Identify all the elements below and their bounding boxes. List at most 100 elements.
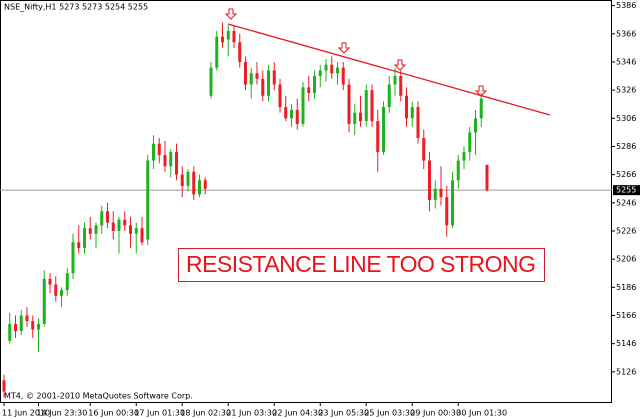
candle-body — [422, 138, 426, 161]
y-tick-label: 5146 — [616, 339, 636, 348]
candle-body — [198, 180, 201, 195]
candle-body — [347, 84, 351, 124]
y-tick-label: 5326 — [616, 86, 636, 95]
candle-body — [83, 228, 86, 248]
y-tick-label: 5346 — [616, 57, 636, 66]
candle-body — [364, 90, 368, 122]
candle-body — [428, 160, 431, 200]
candle-body — [192, 171, 196, 195]
y-tick-label: 5306 — [616, 114, 636, 123]
annotation-box — [178, 248, 545, 282]
candle-body — [382, 107, 385, 153]
x-tick-label: 22 Jun 04:30 — [272, 409, 323, 418]
candle-body — [123, 219, 127, 226]
candle-body — [232, 30, 236, 43]
candle-body — [226, 30, 230, 40]
candle-body — [405, 95, 408, 119]
x-tick-label: 11 Jun 2010 — [2, 409, 50, 418]
candle-body — [71, 242, 75, 274]
candle-body — [272, 70, 276, 85]
candle-body — [370, 90, 374, 122]
y-tick-label: 5366 — [616, 29, 636, 38]
candle-body — [474, 118, 477, 133]
candle-body — [255, 73, 259, 79]
plot-frame — [0, 0, 612, 403]
y-tick-label: 5286 — [616, 142, 636, 151]
candle-body — [2, 380, 6, 392]
candle-body — [267, 70, 270, 96]
arrow — [474, 85, 488, 97]
arrow — [393, 59, 407, 71]
candle-body — [42, 278, 46, 324]
y-tick-label: 5186 — [616, 283, 636, 292]
x-tick-label: 21 Jun 03:30 — [226, 409, 277, 418]
candle-body — [31, 321, 35, 330]
arrow — [337, 42, 351, 54]
candle-body — [106, 211, 109, 223]
candle-body — [238, 42, 242, 62]
candle-body — [301, 87, 305, 124]
candle-body — [54, 284, 58, 296]
candle-body — [451, 180, 454, 226]
candle-body — [387, 84, 391, 108]
candle-body — [175, 152, 178, 175]
candle-body — [376, 121, 380, 153]
candle-body — [393, 76, 397, 85]
annotation: RESISTANCE LINE TOO STRONG — [186, 251, 536, 277]
candle-body — [19, 315, 23, 331]
candle-body — [88, 228, 92, 234]
candle-body — [330, 64, 334, 74]
candle-body — [221, 36, 224, 43]
candle-body — [318, 70, 322, 77]
candle-body — [416, 107, 420, 139]
x-tick-label: 16 Jun 00:30 — [88, 409, 139, 418]
candle-body — [100, 211, 104, 226]
last-price-label: 5255 — [616, 186, 636, 195]
last-price-box — [613, 185, 640, 196]
candle-body — [353, 112, 357, 124]
y-tick-label: 5166 — [616, 311, 636, 320]
candle-body — [439, 188, 443, 198]
candle-body — [456, 160, 460, 181]
x-tick-label: 23 Jun 05:30 — [318, 409, 369, 418]
candle-body — [117, 219, 121, 231]
candle-body — [244, 61, 247, 85]
x-tick-label: 25 Jun 03:30 — [364, 409, 415, 418]
candle-body — [152, 143, 155, 161]
candle-body — [410, 107, 414, 119]
candle-body — [462, 152, 466, 161]
candle-body — [203, 180, 207, 189]
candle-body — [261, 78, 265, 96]
x-tick-label: 30 Jun 01:30 — [456, 409, 507, 418]
candle-body — [341, 67, 345, 85]
candle-body — [278, 84, 282, 108]
candle-body — [157, 143, 161, 155]
candle-body — [313, 76, 316, 93]
arrows — [224, 8, 488, 97]
candle-body — [209, 67, 213, 96]
x-tick-label: 18 Jun 02:30 — [180, 409, 231, 418]
candle-body — [25, 315, 29, 322]
candle-body — [134, 228, 138, 234]
y-tick-label: 5206 — [616, 255, 636, 264]
candle-body — [169, 152, 173, 167]
candle-body — [399, 76, 403, 96]
x-tick-label: 29 Jun 00:30 — [410, 409, 461, 418]
candle-body — [479, 98, 483, 119]
candle-body — [433, 188, 437, 200]
candle-body — [215, 36, 219, 68]
candle-body — [37, 323, 40, 330]
candle-body — [14, 323, 17, 331]
y-tick-label: 5266 — [616, 170, 636, 179]
candle-body — [324, 64, 328, 71]
candle-body — [485, 164, 489, 191]
candle-body — [65, 273, 69, 291]
candle-body — [359, 112, 362, 122]
chart-title: NSE_Nifty,H1 5273 5273 5254 5255 — [4, 3, 148, 12]
candle-body — [140, 228, 144, 243]
candle-body — [445, 197, 449, 226]
candle-body — [290, 109, 293, 119]
x-tick-label: 14 Jun 23:30 — [37, 409, 88, 418]
y-tick-label: 5246 — [616, 198, 636, 207]
